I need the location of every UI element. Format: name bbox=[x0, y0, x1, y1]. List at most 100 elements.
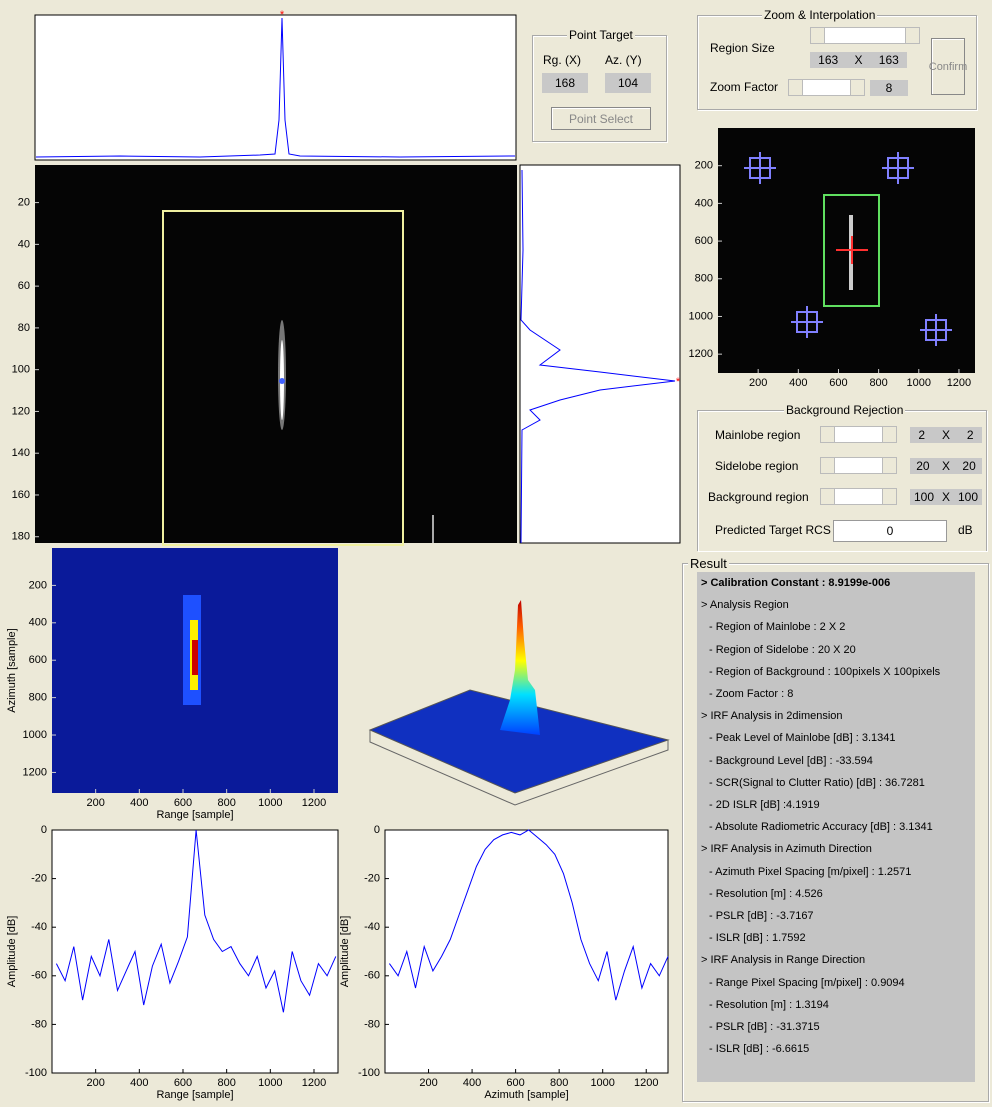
result-line: - Resolution [m] : 4.526 bbox=[709, 888, 823, 900]
y-tick-label: 600 bbox=[695, 235, 713, 247]
result-line: > IRF Analysis in Range Direction bbox=[701, 954, 865, 966]
value: 163 bbox=[818, 53, 838, 67]
y-tick-label: -80 bbox=[364, 1018, 380, 1030]
label: Predicted Target RCS bbox=[715, 523, 831, 537]
value: X bbox=[942, 428, 950, 442]
x-axis-label: Azimuth [sample] bbox=[484, 1089, 568, 1101]
result-line: - Absolute Radiometric Accuracy [dB] : 3… bbox=[709, 821, 933, 833]
x-tick-label: 1000 bbox=[590, 1077, 614, 1089]
y-tick-label: 20 bbox=[18, 196, 30, 208]
result-line: - Region of Background : 100pixels X 100… bbox=[709, 666, 940, 678]
result-line: - Region of Sidelobe : 20 X 20 bbox=[709, 644, 856, 656]
zoom-slider[interactable] bbox=[788, 79, 865, 96]
x-tick-label: 200 bbox=[419, 1077, 437, 1089]
y-tick-label: 1000 bbox=[689, 310, 713, 322]
result-line: - Peak Level of Mainlobe [dB] : 3.1341 bbox=[709, 732, 896, 744]
result-line: > Analysis Region bbox=[701, 599, 789, 611]
value: X bbox=[942, 459, 950, 473]
y-tick-label: -20 bbox=[31, 873, 47, 885]
y-tick-label: 80 bbox=[18, 322, 30, 334]
y-tick-label: 800 bbox=[29, 692, 47, 704]
value: 100 bbox=[914, 490, 934, 504]
x-tick-label: 1200 bbox=[302, 1077, 326, 1089]
x-tick-label: 800 bbox=[869, 377, 887, 389]
rcs-input[interactable]: 0 bbox=[833, 520, 947, 542]
value: 0 bbox=[887, 524, 894, 538]
plot-area bbox=[385, 830, 668, 1073]
value: 2 bbox=[918, 428, 925, 442]
value-box: 168 bbox=[542, 73, 588, 93]
value-box: 2 X 2 bbox=[910, 427, 982, 443]
x-tick-label: 200 bbox=[86, 1077, 104, 1089]
peak-marker: * bbox=[676, 376, 681, 388]
value-box: 8 bbox=[870, 80, 908, 96]
value-box: 163 X 163 bbox=[810, 52, 907, 68]
value: 2 bbox=[967, 428, 974, 442]
y-tick-label: 100 bbox=[12, 364, 30, 376]
result-panel: Result > Calibration Constant : 8.9199e-… bbox=[682, 563, 989, 1102]
result-line: - ISLR [dB] : -6.6615 bbox=[709, 1043, 809, 1055]
result-line: - Region of Mainlobe : 2 X 2 bbox=[709, 621, 845, 633]
result-line: - ISLR [dB] : 1.7592 bbox=[709, 932, 806, 944]
x-tick-label: 600 bbox=[829, 377, 847, 389]
region-slider[interactable] bbox=[810, 27, 920, 44]
y-tick-label: 180 bbox=[12, 531, 30, 543]
target-point bbox=[279, 378, 285, 384]
panel-title: Zoom & Interpolation bbox=[762, 8, 877, 22]
value: 168 bbox=[555, 76, 575, 90]
confirm-button[interactable]: Confirm bbox=[931, 38, 965, 95]
slider[interactable] bbox=[820, 488, 897, 505]
slider[interactable] bbox=[820, 457, 897, 474]
y-tick-label: 0 bbox=[41, 824, 47, 836]
surface-3d bbox=[370, 600, 668, 805]
y-tick-label: 600 bbox=[29, 654, 47, 666]
result-line: - Range Pixel Spacing [m/pixel] : 0.9094 bbox=[709, 977, 905, 989]
label: Mainlobe region bbox=[715, 428, 800, 442]
y-tick-label: -60 bbox=[364, 970, 380, 982]
value-box: 104 bbox=[605, 73, 651, 93]
x-tick-label: 400 bbox=[463, 1077, 481, 1089]
value-box: 20 X 20 bbox=[910, 458, 982, 474]
top-profile bbox=[35, 15, 516, 160]
y-axis-label: Amplitude [dB] bbox=[339, 916, 351, 988]
panel-title: Point Target bbox=[567, 28, 635, 42]
y-tick-label: 120 bbox=[12, 405, 30, 417]
x-tick-label: 400 bbox=[789, 377, 807, 389]
label: Background region bbox=[708, 490, 809, 504]
y-tick-label: 400 bbox=[29, 617, 47, 629]
main-image bbox=[35, 165, 517, 543]
y-tick-label: 140 bbox=[12, 447, 30, 459]
value: 20 bbox=[916, 459, 929, 473]
slider[interactable] bbox=[820, 426, 897, 443]
y-tick-label: 800 bbox=[695, 273, 713, 285]
plot-area bbox=[52, 830, 338, 1073]
x-tick-label: 800 bbox=[217, 797, 235, 809]
point-select-button[interactable]: Point Select bbox=[551, 107, 651, 130]
value: 163 bbox=[879, 53, 899, 67]
x-tick-label: 400 bbox=[130, 797, 148, 809]
label: Az. (Y) bbox=[605, 53, 642, 67]
value: 20 bbox=[962, 459, 975, 473]
background-panel: Background Rejection Predicted Target RC… bbox=[697, 410, 987, 551]
x-tick-label: 400 bbox=[130, 1077, 148, 1089]
peak-marker: * bbox=[280, 9, 285, 21]
x-tick-label: 1200 bbox=[634, 1077, 658, 1089]
label: Zoom Factor bbox=[710, 80, 778, 94]
x-axis-label: Range [sample] bbox=[156, 1089, 233, 1101]
result-line: - Resolution [m] : 1.3194 bbox=[709, 999, 829, 1011]
result-line: - 2D ISLR [dB] :4.1919 bbox=[709, 799, 820, 811]
y-tick-label: 40 bbox=[18, 238, 30, 250]
result-line: > Calibration Constant : 8.9199e-006 bbox=[701, 577, 890, 589]
y-tick-label: -40 bbox=[31, 921, 47, 933]
value: 8 bbox=[886, 81, 893, 95]
result-line: - SCR(Signal to Clutter Ratio) [dB] : 36… bbox=[709, 777, 925, 789]
x-tick-label: 1000 bbox=[258, 1077, 282, 1089]
x-tick-label: 800 bbox=[550, 1077, 568, 1089]
result-box: > Calibration Constant : 8.9199e-006 > An… bbox=[697, 572, 975, 1082]
panel-title: Background Rejection bbox=[784, 403, 905, 417]
result-line: - PSLR [dB] : -3.7167 bbox=[709, 910, 814, 922]
artifact bbox=[432, 515, 434, 543]
value: X bbox=[854, 53, 862, 67]
x-tick-label: 600 bbox=[506, 1077, 524, 1089]
